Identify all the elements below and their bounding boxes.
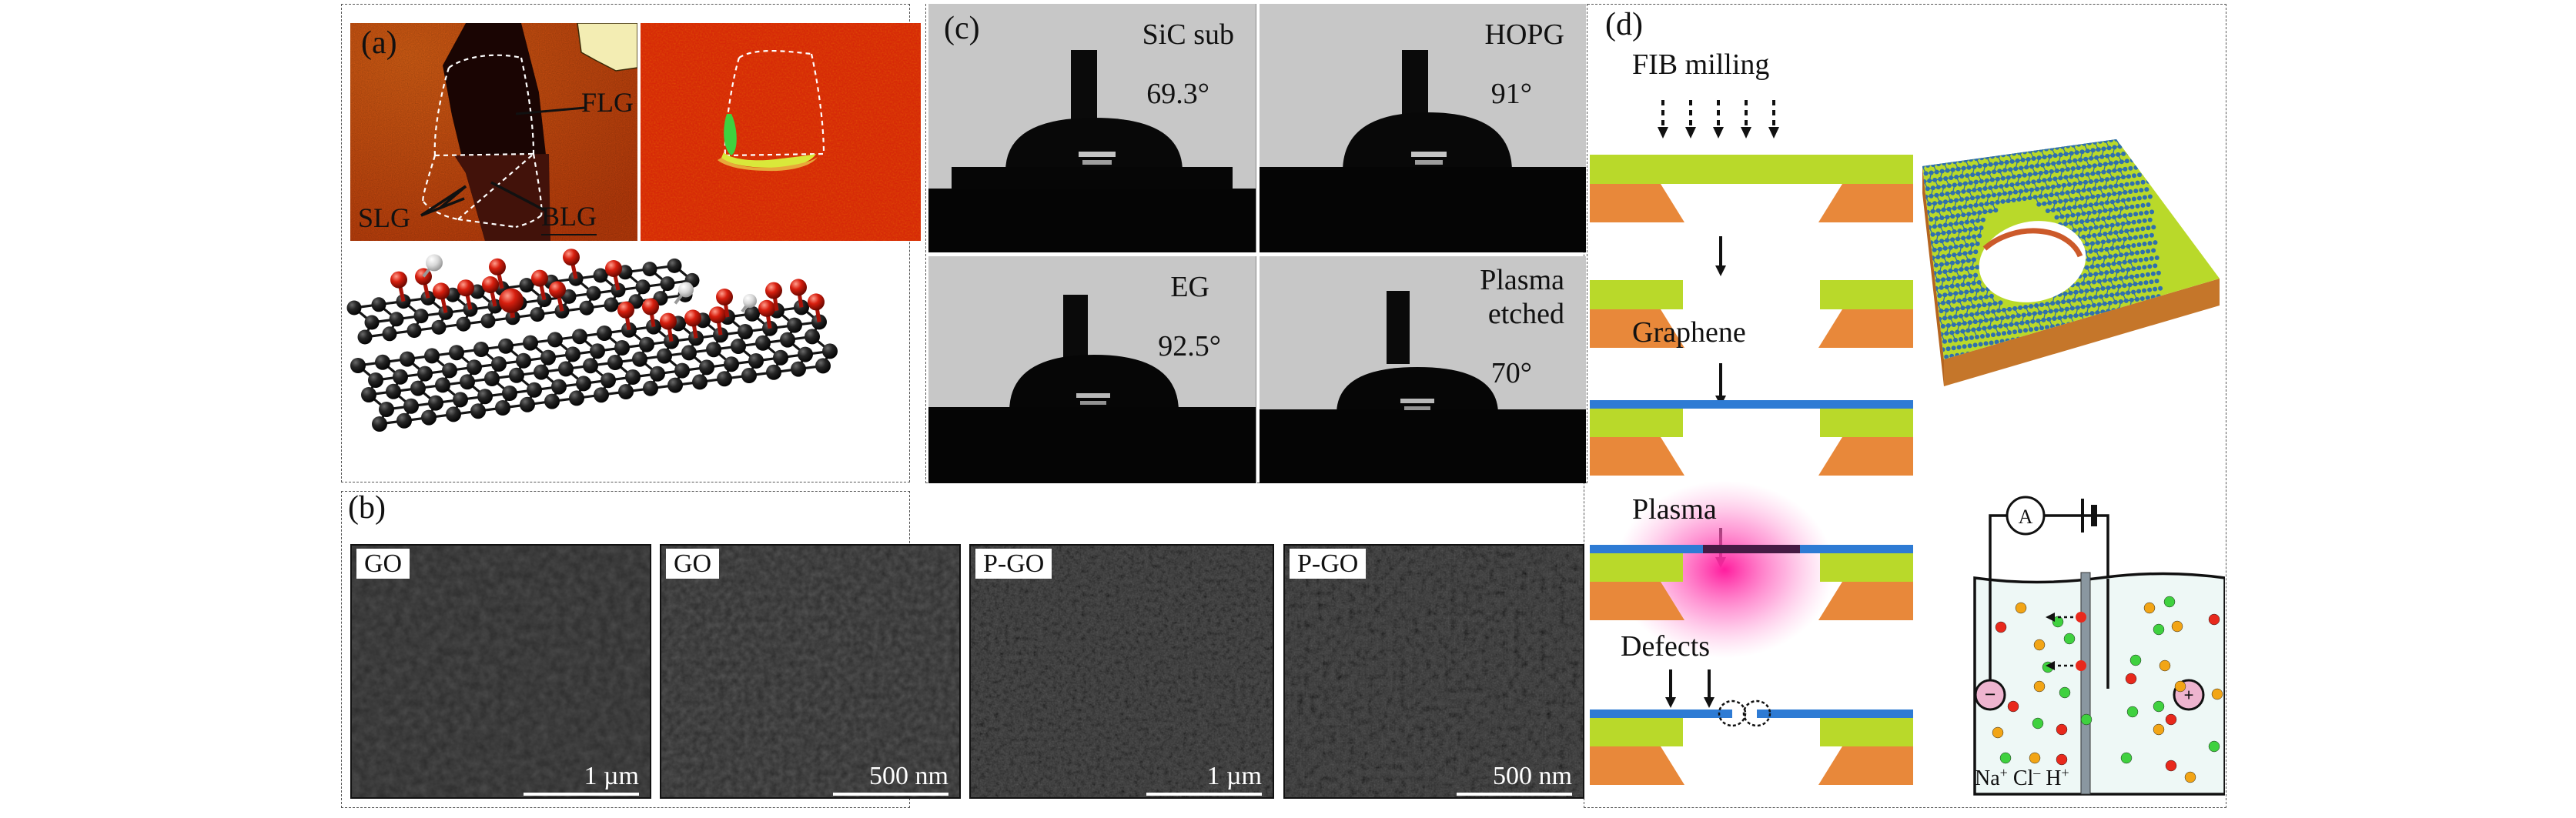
svg-text:A: A: [2019, 506, 2033, 528]
svg-text:−: −: [1985, 683, 1996, 706]
svg-text:Na+ Cl– H+: Na+ Cl– H+: [1975, 765, 2069, 790]
